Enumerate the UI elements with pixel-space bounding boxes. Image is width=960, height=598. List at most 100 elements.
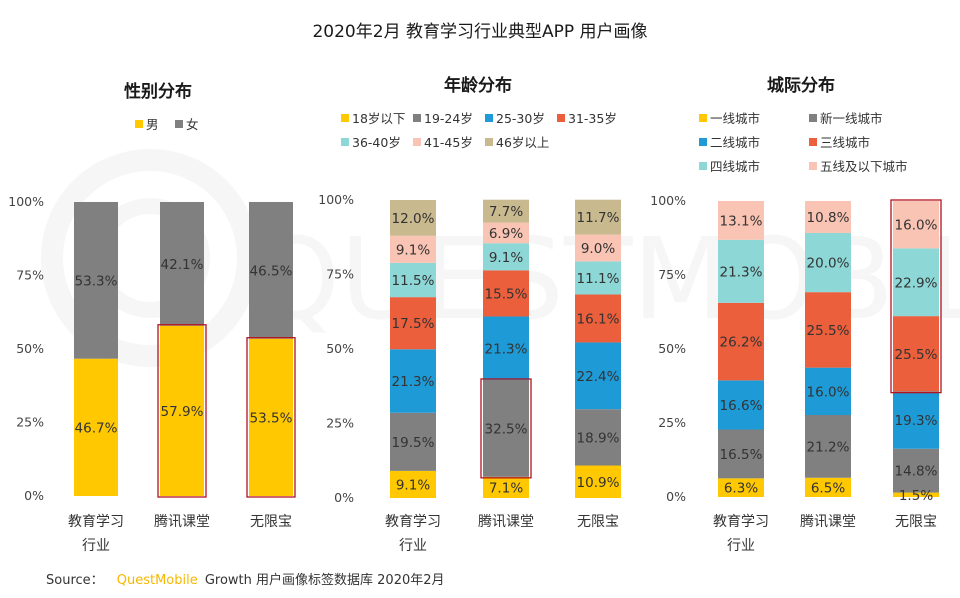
data-label: 17.5% <box>392 316 435 332</box>
data-label: 14.8% <box>895 464 938 480</box>
x-category-label: 腾讯课堂 <box>154 513 210 530</box>
y-tick-label: 100% <box>8 194 44 209</box>
legend-swatch <box>699 114 707 122</box>
legend-swatch <box>341 138 349 146</box>
bar-segment <box>575 342 621 410</box>
bar-segment <box>74 358 118 496</box>
legend-label: 46岁以上 <box>496 135 549 150</box>
data-label: 22.9% <box>895 275 938 291</box>
data-label: 9.1% <box>489 250 523 266</box>
bar-segment <box>893 391 939 449</box>
main-title: 2020年2月 教育学习行业典型APP 用户画像 <box>312 22 647 42</box>
y-tick-label: 50% <box>16 341 44 356</box>
bar-segment <box>893 492 939 497</box>
y-tick-label: 75% <box>658 267 686 282</box>
data-label: 16.0% <box>895 218 938 234</box>
bar-segment <box>390 235 436 263</box>
bar-segment <box>483 199 529 223</box>
data-label: 11.5% <box>392 273 435 289</box>
bar-segment <box>893 316 939 392</box>
bar-segment <box>805 415 851 478</box>
bar-segment <box>805 292 851 368</box>
data-label: 15.5% <box>485 286 528 302</box>
bar-segment <box>575 234 621 262</box>
bar-segment <box>160 202 204 326</box>
data-label: 13.1% <box>720 213 763 229</box>
data-label: 16.1% <box>577 311 620 327</box>
bar-segment <box>74 202 118 359</box>
legend-swatch <box>413 114 421 122</box>
bar-segment <box>249 202 293 339</box>
x-category-label: 腾讯课堂 <box>478 513 534 530</box>
bar-segment <box>718 478 764 497</box>
legend-label: 18岁以下 <box>352 111 405 126</box>
chart-title: 性别分布 <box>124 81 192 102</box>
data-label: 32.5% <box>485 421 528 437</box>
legend-label: 四线城市 <box>710 159 760 174</box>
data-label: 53.5% <box>250 410 293 426</box>
data-label: 22.4% <box>577 369 620 385</box>
legend-swatch <box>809 162 817 170</box>
x-category-label: 行业 <box>727 538 755 554</box>
y-tick-label: 50% <box>658 341 686 356</box>
y-tick-label: 100% <box>650 193 686 208</box>
data-label: 9.1% <box>396 242 430 258</box>
y-tick-label: 25% <box>326 416 354 431</box>
bar-segment <box>893 201 939 249</box>
highlight-box <box>480 378 532 479</box>
bar-segment <box>575 199 621 235</box>
y-tick-label: 75% <box>16 268 44 283</box>
highlight-box <box>246 337 296 498</box>
bar-segment <box>483 243 529 271</box>
bar-segment <box>718 302 764 381</box>
data-label: 25.5% <box>895 347 938 363</box>
data-label: 9.0% <box>581 241 615 257</box>
data-label: 53.3% <box>75 273 118 289</box>
legend-label: 31-35岁 <box>568 111 617 126</box>
legend-label: 25-30岁 <box>496 111 545 126</box>
bar-segment <box>483 476 529 498</box>
bar-segment <box>718 201 764 240</box>
x-category-label: 无限宝 <box>895 514 937 530</box>
data-label: 19.3% <box>895 413 938 429</box>
bar-segment <box>893 448 939 493</box>
x-category-label: 教育学习 <box>68 514 124 530</box>
chart-title: 年龄分布 <box>444 75 512 96</box>
highlight-box <box>157 324 207 498</box>
data-label: 42.1% <box>161 257 204 273</box>
legend-label: 19-24岁 <box>424 111 473 126</box>
bar-segment <box>575 465 621 498</box>
legend-label: 女 <box>186 117 199 132</box>
bar-segment <box>575 294 621 343</box>
data-label: 21.2% <box>807 439 850 455</box>
bar-segment <box>805 367 851 416</box>
legend-swatch <box>557 114 565 122</box>
y-tick-label: 0% <box>666 489 686 504</box>
source-brand: QuestMobile <box>117 573 198 588</box>
legend-label: 二线城市 <box>710 135 760 150</box>
bar-segment <box>390 349 436 413</box>
data-label: 18.9% <box>577 430 620 446</box>
source-prefix: Source： <box>46 573 104 588</box>
bar-segment <box>483 222 529 244</box>
y-tick-label: 100% <box>318 192 354 207</box>
data-label: 21.3% <box>485 341 528 357</box>
x-category-label: 行业 <box>399 538 427 554</box>
data-label: 16.6% <box>720 398 763 414</box>
highlight-box <box>890 199 942 394</box>
data-label: 19.5% <box>392 435 435 451</box>
legend-swatch <box>175 120 183 128</box>
chart-title: 城际分布 <box>767 75 835 96</box>
legend-swatch <box>485 114 493 122</box>
legend-swatch <box>699 138 707 146</box>
data-label: 9.1% <box>396 477 430 493</box>
y-tick-label: 0% <box>24 488 44 503</box>
bar-segment <box>718 239 764 303</box>
bar-segment <box>893 248 939 317</box>
data-label: 11.7% <box>577 210 620 226</box>
bar-segment <box>390 470 436 498</box>
legend-swatch <box>809 114 817 122</box>
